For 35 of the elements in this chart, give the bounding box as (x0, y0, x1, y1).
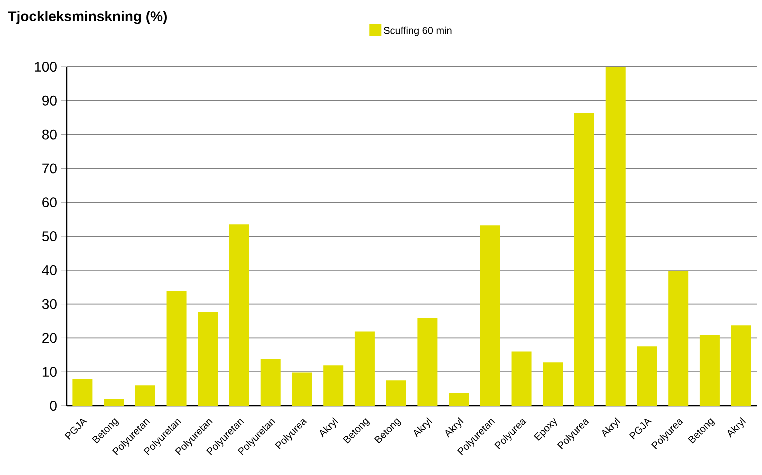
bar (386, 380, 406, 406)
bar (480, 226, 500, 406)
bar (72, 380, 93, 406)
bar (543, 362, 564, 406)
bar (354, 332, 375, 406)
bar (324, 366, 344, 406)
y-tick-label: 30 (42, 299, 57, 310)
bar (135, 386, 156, 406)
y-tick-label: 90 (42, 96, 57, 106)
bar (166, 291, 187, 406)
y-tick-label: 100 (35, 62, 57, 72)
bar (260, 360, 281, 406)
y-tick-label: 0 (50, 401, 57, 411)
bar (574, 113, 595, 406)
bar (668, 271, 689, 406)
bar (104, 400, 124, 406)
y-tick-label: 80 (42, 130, 57, 140)
bar (449, 393, 470, 406)
legend-label: Scuffing 60 min (384, 26, 452, 36)
bar (198, 312, 218, 406)
bar (292, 372, 312, 406)
bar (418, 318, 438, 406)
bar (606, 67, 626, 406)
bar (731, 326, 752, 406)
bar (512, 352, 532, 406)
bar (230, 224, 250, 406)
y-tick-label: 50 (42, 232, 57, 242)
y-tick-label: 40 (42, 265, 57, 276)
y-tick-label: 10 (42, 367, 57, 378)
y-tick-label: 60 (42, 198, 57, 208)
bar (700, 335, 720, 406)
chart-title: Tjockleksminskning (%) (8, 11, 167, 24)
y-tick-label: 20 (42, 333, 57, 344)
bar (637, 346, 658, 406)
y-tick-label: 70 (42, 164, 57, 174)
